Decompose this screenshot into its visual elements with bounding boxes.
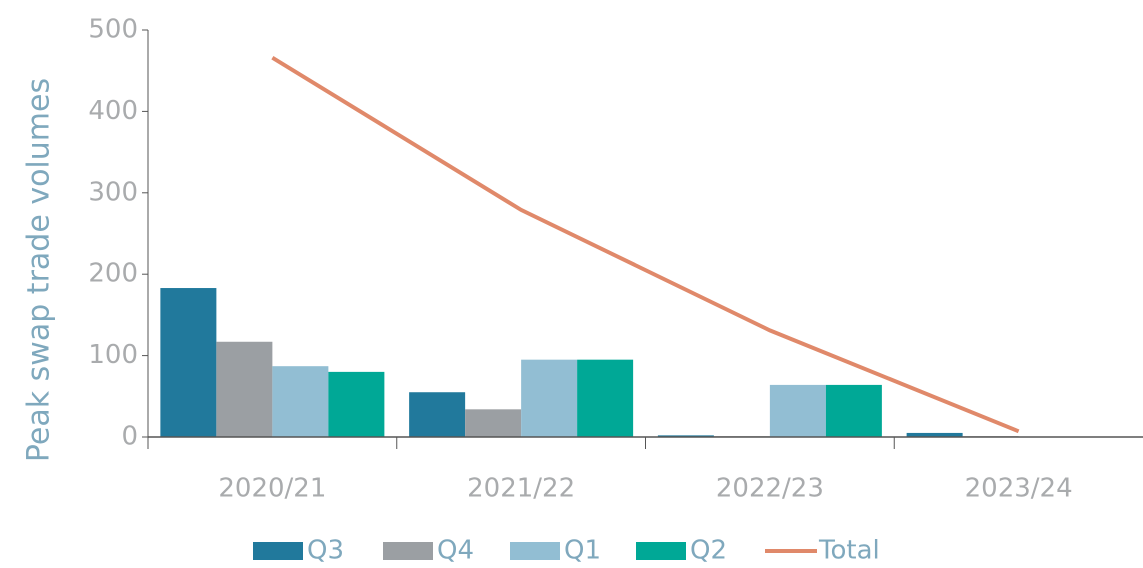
y-tick-label: 400 — [88, 96, 138, 126]
x-tick-label: 2022/23 — [716, 474, 824, 504]
legend-swatch — [636, 542, 686, 560]
bar — [328, 371, 385, 437]
x-tick-label: 2020/21 — [218, 474, 326, 504]
legend-swatch — [253, 542, 303, 560]
bar — [657, 435, 714, 437]
bar — [465, 409, 522, 437]
y-tick-label: 500 — [88, 15, 138, 45]
x-tick-label: 2023/24 — [965, 474, 1073, 504]
legend-label: Q4 — [437, 536, 474, 566]
bar — [521, 359, 578, 437]
line — [271, 55, 1020, 434]
y-tick-label: 0 — [121, 422, 138, 452]
legend-label: Total — [818, 536, 880, 566]
bar — [160, 288, 217, 437]
bar — [216, 341, 273, 437]
y-tick-label: 300 — [88, 177, 138, 207]
legend-label: Q1 — [564, 536, 601, 566]
bar — [906, 432, 963, 437]
bar — [825, 384, 882, 437]
y-axis-label: Peak swap trade volumes — [22, 78, 57, 462]
bar — [577, 359, 634, 437]
bar — [769, 384, 826, 437]
y-tick-label: 100 — [88, 340, 138, 370]
legend-label: Q2 — [690, 536, 727, 566]
bar — [409, 392, 466, 437]
x-tick-label: 2021/22 — [467, 474, 575, 504]
bar — [272, 366, 329, 437]
legend-swatch — [510, 542, 560, 560]
legend-swatch — [383, 542, 433, 560]
legend-label: Q3 — [307, 536, 344, 566]
y-tick-label: 200 — [88, 259, 138, 289]
